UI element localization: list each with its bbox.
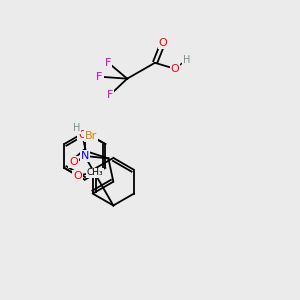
Text: O: O [170, 64, 179, 74]
Text: O: O [73, 171, 82, 181]
Text: H: H [73, 123, 80, 133]
Text: F: F [107, 89, 114, 100]
Text: N: N [81, 151, 89, 161]
Text: O: O [69, 157, 78, 167]
Text: Br: Br [85, 131, 97, 141]
Text: CH₃: CH₃ [86, 168, 103, 177]
Text: O: O [78, 130, 87, 140]
Text: F: F [105, 58, 112, 68]
Text: F: F [96, 72, 103, 82]
Text: H: H [183, 55, 190, 65]
Text: O: O [158, 38, 167, 48]
